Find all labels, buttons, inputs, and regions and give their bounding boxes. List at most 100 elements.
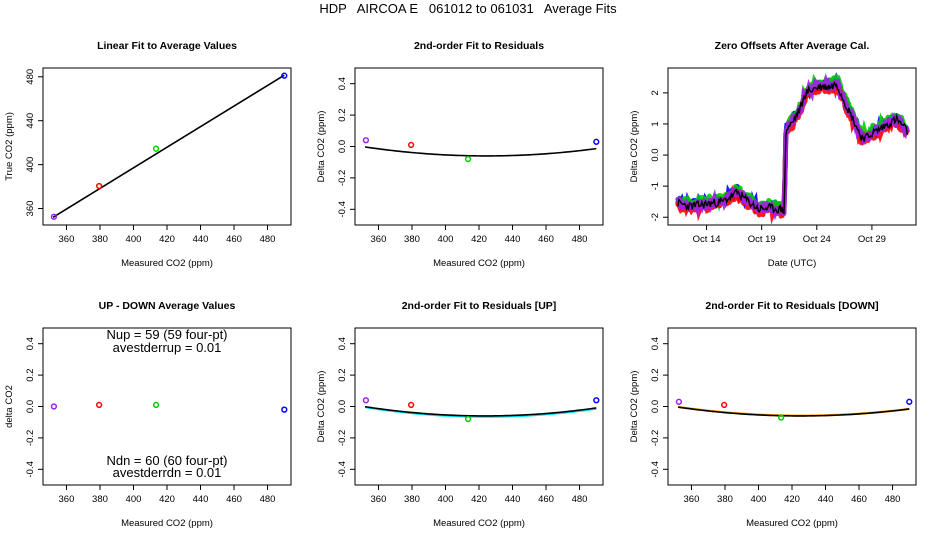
- y-tick-label: -2: [650, 213, 661, 221]
- panel-title: Zero Offsets After Average Cal.: [715, 40, 870, 52]
- plot-area: [50, 401, 288, 413]
- y-tick-label: -0.2: [337, 170, 348, 186]
- data-point-green: [152, 145, 160, 152]
- panel-p3: Zero Offsets After Average Cal. Oct 14 Oct…: [629, 40, 917, 269]
- data-point-green: [152, 401, 160, 409]
- y-tick-label: -0.4: [650, 461, 661, 477]
- panel-title: UP - DOWN Average Values: [99, 300, 236, 312]
- y-tick-label: 0.2: [337, 108, 348, 121]
- x-tick-label: 420: [471, 234, 487, 245]
- x-axis-label: Measured CO2 (ppm): [433, 258, 525, 269]
- data-point-purple: [675, 398, 683, 405]
- x-tick-label: 480: [260, 234, 276, 245]
- x-tick-label: 420: [784, 494, 800, 505]
- x-tick-label: 360: [59, 234, 75, 245]
- x-tick-label: 460: [851, 494, 867, 505]
- data-point-blue: [906, 398, 913, 405]
- data-point-purple: [50, 213, 58, 220]
- x-axis-label: Measured CO2 (ppm): [121, 258, 213, 269]
- x-tick-label: 460: [226, 234, 242, 245]
- data-point-blue: [593, 397, 600, 404]
- data-point-purple: [362, 137, 370, 144]
- panel-p5: 2nd-order Fit to Residuals [UP] 360 380 400…: [316, 300, 604, 529]
- data-point-purple: [50, 403, 58, 410]
- x-tick-label: 420: [159, 494, 175, 505]
- y-tick-label: 480: [25, 69, 36, 85]
- y-tick-label: -1: [650, 182, 661, 190]
- y-axis-label: True CO2 (ppm): [4, 112, 15, 181]
- data-point-blue: [281, 72, 288, 79]
- plot-area: [362, 397, 600, 423]
- y-tick-label: -0.2: [650, 430, 661, 446]
- x-tick-label: 360: [371, 494, 387, 505]
- x-tick-label: 360: [684, 494, 700, 505]
- x-axis-label: Measured CO2 (ppm): [433, 518, 525, 529]
- series-line-purple: [675, 72, 910, 221]
- fit-curve: [364, 405, 597, 417]
- annotation-nup: Nup = 59 (59 four-pt): [106, 327, 227, 342]
- panel-p1: Linear Fit to Average Values 360 380 400 420…: [4, 40, 292, 269]
- fit-line: [52, 74, 285, 218]
- y-tick-label: 0.4: [650, 337, 661, 350]
- x-tick-label: 440: [505, 494, 521, 505]
- data-point-blue: [281, 406, 288, 413]
- y-tick-label: 1: [650, 121, 661, 126]
- y-tick-label: 440: [25, 113, 36, 129]
- data-point-red: [95, 182, 103, 190]
- x-tick-label: 420: [159, 234, 175, 245]
- x-tick-label: 380: [404, 234, 420, 245]
- y-tick-label: 0.0: [650, 400, 661, 413]
- annotation-avestderrdn: avestderrdn = 0.01: [113, 465, 222, 480]
- y-tick-label: 0.0: [25, 400, 36, 413]
- x-tick-label: 440: [193, 494, 209, 505]
- data-point-blue: [593, 138, 600, 145]
- x-tick-label: 380: [717, 494, 733, 505]
- panel-p6: 2nd-order Fit to Residuals [DOWN] 360 380 4…: [629, 300, 917, 529]
- y-tick-label: -0.4: [25, 461, 36, 477]
- plot-frame: [354, 327, 604, 486]
- y-tick-label: -0.2: [25, 430, 36, 446]
- fit-curve: [677, 406, 910, 417]
- y-tick-label: 2: [650, 90, 661, 95]
- x-tick-label: 380: [404, 494, 420, 505]
- data-point-green: [777, 414, 785, 421]
- series-line-black: [677, 80, 908, 215]
- series-line-blue: [675, 72, 910, 219]
- fit-curve: [364, 146, 597, 157]
- plot-frame: [667, 67, 917, 226]
- x-tick-label: 360: [371, 234, 387, 245]
- x-tick-label: Oct 29: [858, 234, 886, 245]
- x-tick-label: 480: [260, 494, 276, 505]
- x-tick-label: 480: [885, 494, 901, 505]
- x-axis-label: Date (UTC): [768, 258, 817, 269]
- plot-frame: [667, 327, 917, 486]
- data-point-red: [95, 401, 103, 409]
- x-tick-label: Oct 14: [693, 234, 721, 245]
- y-tick-label: 360: [25, 201, 36, 217]
- data-point-purple: [362, 397, 370, 404]
- y-tick-label: 0.0: [337, 140, 348, 153]
- panel-title: 2nd-order Fit to Residuals [DOWN]: [705, 300, 878, 312]
- x-tick-label: 440: [193, 234, 209, 245]
- x-tick-label: Oct 24: [803, 234, 831, 245]
- x-tick-label: 440: [818, 494, 834, 505]
- x-axis-label: Measured CO2 (ppm): [746, 518, 838, 529]
- x-tick-label: 380: [92, 494, 108, 505]
- panel-title: Linear Fit to Average Values: [97, 40, 237, 52]
- x-tick-label: 480: [572, 234, 588, 245]
- y-axis-label: Delta CO2 (ppm): [316, 371, 327, 443]
- figure-title: HDP AIRCOA E 061012 to 061031 Average Fi…: [319, 1, 617, 16]
- y-axis-label: Delta CO2 (ppm): [629, 371, 640, 443]
- panel-title: 2nd-order Fit to Residuals: [414, 40, 544, 52]
- x-tick-label: 440: [505, 234, 521, 245]
- plot-area: [50, 72, 288, 220]
- x-axis-label: Measured CO2 (ppm): [121, 518, 213, 529]
- data-point-green: [464, 155, 472, 163]
- x-tick-label: 400: [126, 494, 142, 505]
- plot-area: [675, 70, 910, 225]
- annotation-avestderrup: avestderrup = 0.01: [113, 340, 222, 355]
- x-tick-label: 400: [438, 494, 454, 505]
- x-tick-label: Oct 19: [748, 234, 776, 245]
- series-line-red: [675, 77, 910, 225]
- data-point-red: [720, 401, 728, 409]
